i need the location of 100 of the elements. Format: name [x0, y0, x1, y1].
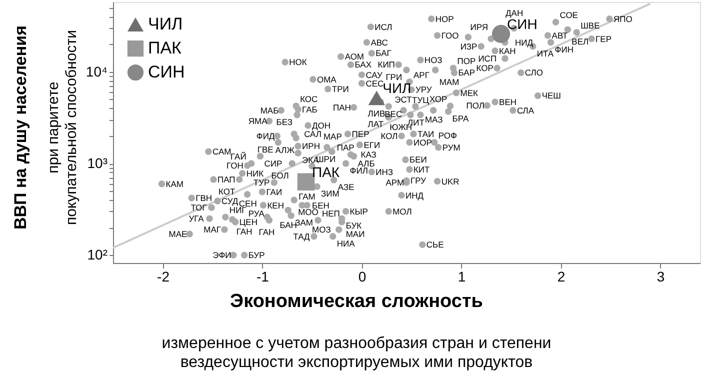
annotation: МАМ [439, 76, 460, 87]
annotation: КЕН [267, 200, 284, 210]
annotation: АВС [370, 37, 388, 48]
annotation: ИНД [406, 190, 424, 200]
annotation: ГАН [258, 227, 275, 238]
annotation: МАГ [204, 224, 222, 235]
annotation: АВТ [552, 30, 568, 40]
annotation: ДАН [506, 8, 524, 18]
annotation: ТУЦ [412, 94, 430, 105]
annotation: ОМА [316, 74, 337, 84]
annotation: КАН [499, 46, 516, 56]
annotation: ЦЕН [239, 216, 258, 227]
legend-label: ПАК [148, 38, 182, 58]
annotation: ПАР [336, 142, 355, 152]
y-tick-label: 10³ [87, 155, 108, 172]
annotation: ЗИМ [320, 188, 340, 199]
annotation: ГАБ [302, 104, 318, 114]
annotation: БУР [248, 250, 266, 260]
annotation: КОР [476, 63, 494, 74]
annotation: КИТ [413, 164, 430, 175]
annotation: РУМ [442, 142, 460, 152]
annotation: САМ [212, 146, 232, 157]
annotation: UKR [441, 176, 460, 186]
annotation: ГРИ [386, 72, 402, 82]
annotation: ЯПО [613, 14, 633, 24]
y-tick-label: 10⁴ [86, 63, 108, 80]
annotation: АРГ [413, 70, 430, 80]
annotation: АРМ [386, 178, 404, 188]
annotation: БАГ [376, 48, 392, 58]
annotation: НИА [336, 238, 356, 248]
text: при паритете покупательной способности [45, 30, 80, 226]
annotation: ТОГ [190, 202, 208, 213]
annotation: УГА [188, 214, 204, 224]
annotation: ДОН [312, 120, 331, 131]
annotation: БОЛ [271, 170, 289, 181]
annotation: ПОР [457, 56, 476, 66]
text: ЧИЛ [382, 80, 412, 96]
annotation: РУА [248, 208, 265, 218]
annotation: СЕС [366, 78, 384, 88]
annotation: СЛО [524, 68, 544, 78]
annotation: ШВЕ [580, 20, 600, 30]
annotation: БЕН [312, 200, 330, 210]
annotation: БЕИ [410, 154, 427, 165]
y-axis-title: ВВП на душу населения [11, 25, 30, 230]
point [368, 90, 386, 106]
annotation: КОС [300, 94, 318, 104]
annotation: ИТА [536, 48, 554, 58]
annotation: КАМ [166, 178, 184, 189]
annotation: АЗЕ [338, 182, 355, 192]
annotation: ГРУ [410, 176, 427, 186]
annotation: КЫР [350, 206, 368, 216]
annotation: МАБ [260, 105, 280, 116]
annotation: ЭСТ [394, 94, 412, 104]
annotation: УРУ [415, 84, 432, 95]
annotation: СЕН [238, 198, 257, 208]
annotation: СЬЕ [426, 240, 444, 250]
annotation: ИЗР [460, 41, 478, 52]
annotation: ГОН [226, 160, 244, 171]
annotation: АОМ [344, 52, 364, 62]
annotation: МАЕ [168, 229, 188, 239]
annotation: МЕК [460, 88, 478, 98]
annotation: ЕГИ [364, 140, 380, 150]
text: измеренное с учетом разнообразия стран и степени вездесущности экспортируемых ими продуктов [162, 335, 552, 371]
annotation: ВЕС [384, 108, 402, 119]
annotation: ГАН [236, 226, 252, 236]
annotation: ПАП [217, 174, 236, 184]
x-axis-title: Экономическая сложность [230, 291, 483, 312]
annotation: ФИЛ [350, 166, 368, 176]
annotation: ГАИ [266, 186, 282, 197]
annotation: НОК [289, 57, 307, 68]
annotation: ИРН [302, 141, 320, 152]
annotation: ЯМА [248, 116, 268, 126]
annotation: НОЗ [424, 54, 442, 65]
annotation: ИОР [413, 137, 432, 148]
annotation: БАР [458, 68, 476, 78]
annotation: ТРИ [332, 84, 349, 94]
annotation: САУ [366, 70, 383, 80]
annotation: ГАМ [298, 191, 316, 202]
annotation: СИР [264, 158, 282, 168]
annotation: ТУР [253, 178, 270, 188]
annotation: КОЛ [380, 130, 398, 141]
annotation: ЭФИ [212, 250, 232, 260]
annotation: ПЕР [352, 129, 370, 139]
annotation: НИК [246, 168, 264, 178]
annotation: КАЗ [360, 150, 376, 160]
annotation: ХОР [429, 94, 448, 104]
annotation: ТАИ [417, 129, 434, 139]
annotation: РОФ [438, 130, 457, 140]
x-tick-label: 2 [557, 268, 566, 284]
y-tick-label: 10² [87, 246, 108, 263]
annotation: НИД [514, 37, 534, 48]
annotation: ИСЛ [374, 22, 392, 32]
annotation: ИСП [478, 54, 497, 64]
annotation: МАР [323, 132, 342, 142]
annotation: ВЕЛ [572, 36, 589, 47]
annotation: ГВН [196, 193, 212, 204]
legend-label: ЧИЛ [148, 14, 183, 34]
annotation: ВЕН [499, 96, 517, 107]
annotation: НОР [435, 14, 454, 24]
annotation: КИП [378, 60, 395, 70]
